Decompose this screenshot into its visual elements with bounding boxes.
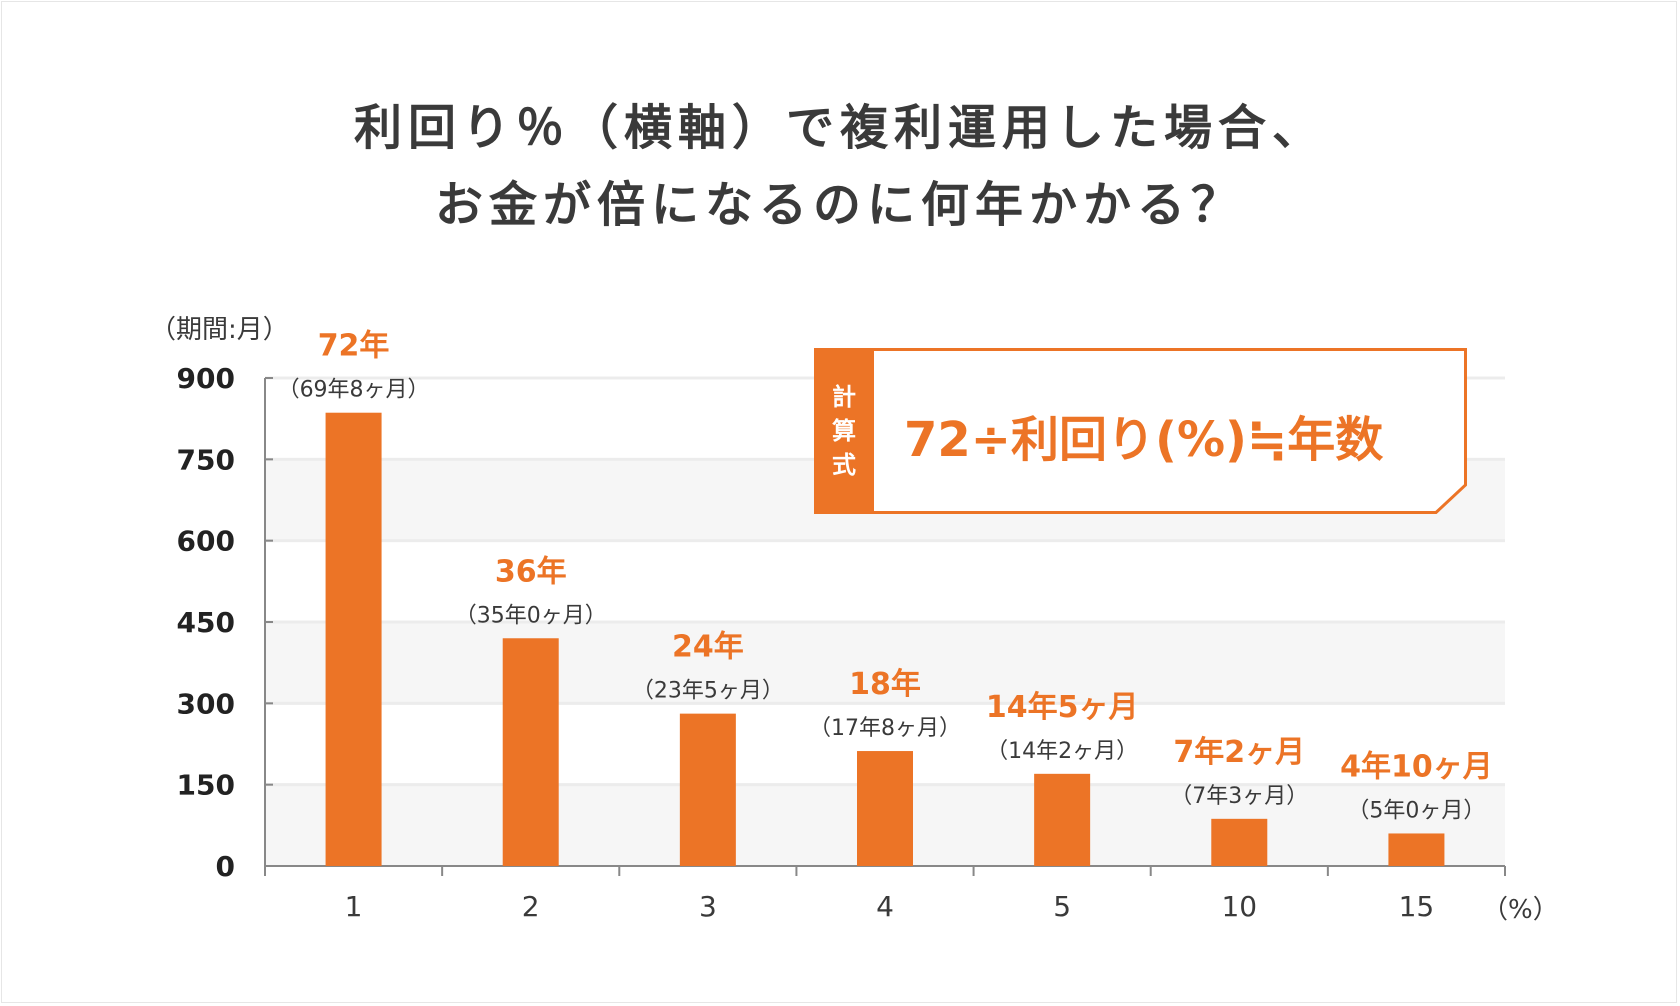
x-tick-label: 5 bbox=[1053, 890, 1071, 923]
bar-label-years: 7年2ヶ月 bbox=[1173, 735, 1305, 770]
y-axis-title: （期間:月） bbox=[150, 315, 289, 345]
bar-label-detail: （14年2ヶ月） bbox=[986, 739, 1138, 764]
x-tick-label: 2 bbox=[522, 890, 540, 923]
formula-box: 計 算 式 72÷利回り(%)≒年数 bbox=[814, 348, 1467, 514]
formula-tag: 計 算 式 bbox=[814, 348, 874, 514]
x-tick-label: 15 bbox=[1399, 890, 1435, 923]
bar bbox=[1388, 833, 1445, 866]
bar-label-years: 24年 bbox=[672, 630, 744, 665]
x-tick-label: 10 bbox=[1221, 890, 1257, 923]
chart-title-line1: 利回り％（横軸）で複利運用した場合、 bbox=[353, 100, 1326, 156]
chart-title-line2: お金が倍になるのに何年かかる？ bbox=[434, 177, 1245, 233]
bar bbox=[502, 638, 559, 866]
x-tick-label: 1 bbox=[345, 890, 363, 923]
x-tick-label: 4 bbox=[876, 890, 894, 923]
y-tick-label: 150 bbox=[177, 769, 235, 802]
bar bbox=[325, 412, 382, 866]
x-axis-unit: （%） bbox=[1482, 895, 1559, 925]
formula-text: 72÷利回り(%)≒年数 bbox=[904, 412, 1384, 468]
bar bbox=[857, 751, 913, 866]
bar-label-detail: （7年3ヶ月） bbox=[1170, 784, 1308, 809]
y-tick-label: 300 bbox=[177, 687, 235, 720]
bar-label-detail: （5年0ヶ月） bbox=[1347, 798, 1485, 823]
bar bbox=[1034, 773, 1091, 866]
bar-label-years: 14年5ヶ月 bbox=[986, 690, 1139, 725]
formula-tag-char: 算 bbox=[832, 417, 856, 445]
y-tick-label: 750 bbox=[177, 443, 235, 476]
y-tick-label: 900 bbox=[177, 362, 235, 395]
formula-tag-char: 計 bbox=[832, 383, 856, 411]
bar-label-detail: （23年5ヶ月） bbox=[632, 679, 784, 704]
y-tick-label: 450 bbox=[177, 606, 235, 639]
bar-label-detail: （69年8ヶ月） bbox=[278, 378, 430, 403]
formula-tag-char: 式 bbox=[832, 451, 856, 479]
y-tick-label: 600 bbox=[177, 525, 235, 558]
bar-label-years: 4年10ヶ月 bbox=[1340, 749, 1493, 784]
bar-label-years: 72年 bbox=[318, 329, 390, 364]
bar bbox=[1211, 818, 1268, 866]
bar-label-years: 36年 bbox=[495, 554, 567, 589]
y-tick-label: 0 bbox=[216, 850, 235, 883]
bar-label-detail: （35年0ヶ月） bbox=[455, 603, 607, 628]
bar-label-detail: （17年8ヶ月） bbox=[809, 716, 961, 741]
bar bbox=[679, 713, 736, 866]
bar-label-years: 18年 bbox=[849, 667, 921, 702]
grid-band bbox=[265, 622, 1505, 704]
x-tick-label: 3 bbox=[699, 890, 717, 923]
